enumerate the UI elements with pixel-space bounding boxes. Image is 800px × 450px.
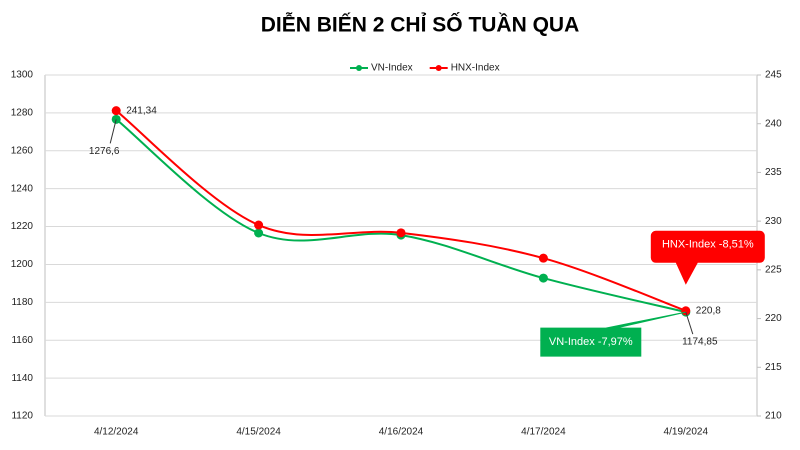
y-tick-label: 1160 [11,335,33,346]
data-label: 241,34 [126,105,157,116]
y-tick-label: 1260 [11,145,34,156]
y-tick-label: 1220 [11,221,34,232]
y2-tick-label: 220 [765,313,782,324]
leader-line [109,119,117,144]
data-label: 1276,6 [89,146,120,157]
y2-tick-label: 225 [765,264,782,275]
x-tick-label: 4/15/2024 [236,427,281,438]
callout [540,311,686,357]
y2-tick-label: 230 [765,216,782,227]
x-tick-label: 4/19/2024 [664,427,709,438]
legend-label: VN-Index [371,63,413,74]
data-label: 1174,85 [682,337,718,348]
chart-title: DIỄN BIẾN 2 CHỈ SỐ TUẦN QUA [261,13,580,37]
annotation: HNX-Index -8,51% [662,239,754,251]
marker [111,106,121,116]
x-tick-label: 4/12/2024 [94,427,139,438]
y2-tick-label: 235 [765,167,782,178]
y-tick-label: 1240 [11,183,34,194]
marker [538,273,548,283]
y-tick-label: 1180 [11,297,33,308]
annotation: VN-Index -7,97% [549,336,633,348]
marker [396,228,406,238]
y2-tick-label: 245 [765,70,782,81]
y2-tick-label: 240 [765,118,782,129]
callout [650,230,765,285]
y-tick-label: 1300 [11,70,34,81]
legend-label: HNX-Index [451,63,500,74]
y-tick-label: 1280 [11,108,34,119]
y2-tick-label: 215 [765,362,782,373]
legend-marker [435,65,442,71]
y2-tick-label: 210 [765,411,782,422]
marker [254,220,264,230]
x-tick-label: 4/17/2024 [521,427,566,438]
leader-line [685,311,694,335]
x-tick-label: 4/16/2024 [379,427,424,438]
marker [681,306,691,316]
y-tick-label: 1120 [11,411,33,422]
y-tick-label: 1140 [11,373,33,384]
legend-marker [356,65,362,71]
data-label: 220,8 [696,305,721,316]
marker [538,253,548,263]
marker [254,228,264,238]
y-tick-label: 1200 [11,259,34,270]
